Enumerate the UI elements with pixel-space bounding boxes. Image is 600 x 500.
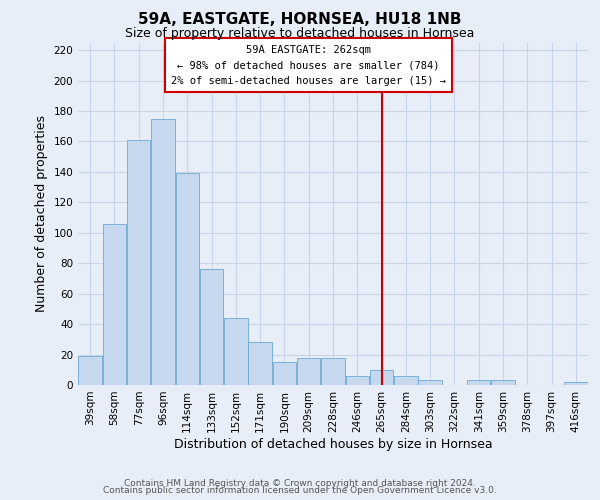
Bar (394, 376, 418, 385)
Bar (79, 356, 102, 385)
Bar (564, 382, 587, 385)
Bar (103, 224, 126, 385)
Y-axis label: Number of detached properties: Number of detached properties (35, 116, 48, 312)
Bar (200, 270, 223, 385)
Bar (272, 362, 296, 385)
Bar (151, 118, 175, 385)
Text: Contains public sector information licensed under the Open Government Licence v3: Contains public sector information licen… (103, 486, 497, 495)
Bar (297, 358, 320, 385)
Bar (224, 318, 248, 385)
Bar (370, 370, 394, 385)
Bar (176, 174, 199, 385)
Bar (248, 342, 272, 385)
Text: Size of property relative to detached houses in Hornsea: Size of property relative to detached ho… (125, 28, 475, 40)
X-axis label: Distribution of detached houses by size in Hornsea: Distribution of detached houses by size … (173, 438, 493, 450)
Text: 59A, EASTGATE, HORNSEA, HU18 1NB: 59A, EASTGATE, HORNSEA, HU18 1NB (138, 12, 462, 28)
Bar (418, 380, 442, 385)
Bar (127, 140, 151, 385)
Bar (346, 376, 369, 385)
Text: Contains HM Land Registry data © Crown copyright and database right 2024.: Contains HM Land Registry data © Crown c… (124, 478, 476, 488)
Bar (491, 380, 515, 385)
Bar (467, 380, 490, 385)
Bar (321, 358, 345, 385)
Text: 59A EASTGATE: 262sqm
← 98% of detached houses are smaller (784)
2% of semi-detac: 59A EASTGATE: 262sqm ← 98% of detached h… (171, 44, 446, 86)
